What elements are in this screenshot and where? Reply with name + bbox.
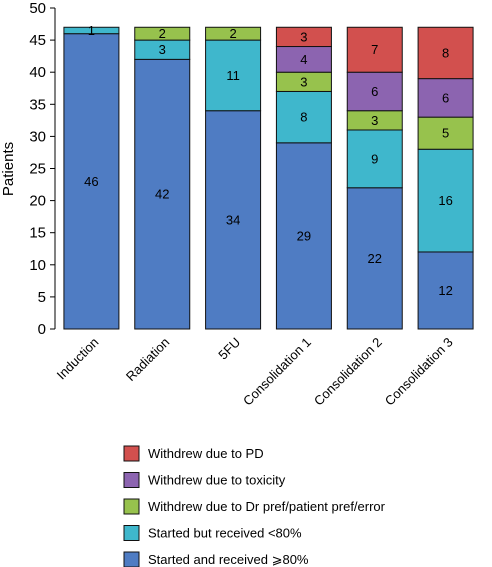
y-tick-label: 50 [29, 0, 46, 17]
x-category-label: Consolidation 1 [240, 335, 314, 409]
y-axis-title: Patients [0, 142, 17, 196]
legend: Withdrew due to PD Withdrew due to toxici… [123, 445, 386, 567]
data-label: 5 [442, 126, 449, 141]
data-label: 2 [159, 26, 166, 41]
data-label: 34 [226, 212, 240, 227]
bar-segment [275, 142, 332, 330]
data-label: 8 [442, 45, 449, 60]
bar-segment [63, 33, 120, 330]
data-label: 6 [442, 90, 449, 105]
bar-segment [346, 129, 403, 189]
data-label: 3 [159, 42, 166, 57]
plot-area: 05101520253035404550461Induction4232Radi… [29, 0, 474, 409]
data-label: 16 [438, 193, 452, 208]
legend-label: Started and received ⩾80% [148, 552, 309, 567]
x-category-label: 5FU [215, 335, 243, 363]
x-category-label: Consolidation 3 [382, 335, 456, 409]
legend-swatch [123, 551, 140, 567]
data-label: 3 [300, 74, 307, 89]
x-category-label: Induction [54, 335, 102, 383]
bar-segment [205, 110, 262, 330]
y-tick-label: 25 [29, 161, 46, 178]
data-label: 6 [371, 84, 378, 99]
bar-segment [275, 90, 332, 144]
legend-swatch [123, 445, 140, 462]
bar-segment [63, 26, 120, 35]
data-label: 7 [371, 42, 378, 57]
y-tick-label: 20 [29, 193, 46, 210]
data-label: 11 [226, 68, 240, 83]
data-label: 1 [88, 23, 95, 38]
y-tick-label: 10 [29, 257, 46, 274]
y-tick-label: 45 [29, 32, 46, 49]
legend-swatch [123, 498, 140, 515]
data-label: 22 [368, 251, 382, 266]
data-label: 4 [300, 52, 307, 67]
data-label: 42 [155, 187, 169, 202]
legend-label: Withdrew due to toxicity [148, 473, 286, 488]
y-tick-label: 5 [38, 289, 46, 306]
x-category-label: Consolidation 2 [311, 335, 385, 409]
bar-segment [346, 187, 403, 330]
data-label: 3 [371, 113, 378, 128]
x-category-label: Radiation [123, 335, 172, 384]
legend-swatch [123, 525, 140, 541]
y-tick-label: 15 [29, 225, 46, 242]
legend-label: Withdrew due to PD [148, 446, 264, 461]
data-label: 2 [229, 26, 236, 41]
bar-segment [205, 26, 262, 41]
legend-label: Started but received <80% [148, 526, 302, 541]
legend-label: Withdrew due to Dr pref/patient pref/err… [148, 499, 386, 514]
y-tick-label: 0 [38, 321, 46, 338]
data-label: 46 [84, 174, 98, 189]
y-tick-label: 40 [29, 64, 46, 81]
legend-swatch [123, 472, 140, 488]
bar-segment [275, 46, 332, 73]
data-label: 3 [300, 29, 307, 44]
y-tick-label: 30 [29, 128, 46, 145]
bar-segment [417, 26, 474, 80]
data-label: 9 [371, 151, 378, 166]
bar-segment [417, 251, 474, 330]
data-label: 12 [438, 283, 452, 298]
data-label: 29 [297, 228, 311, 243]
bar-segment [275, 26, 332, 48]
bar-segment [417, 78, 474, 118]
data-label: 8 [300, 110, 307, 125]
bar-segment [134, 26, 191, 41]
y-tick-label: 35 [29, 96, 46, 113]
bar-segment [346, 26, 403, 73]
